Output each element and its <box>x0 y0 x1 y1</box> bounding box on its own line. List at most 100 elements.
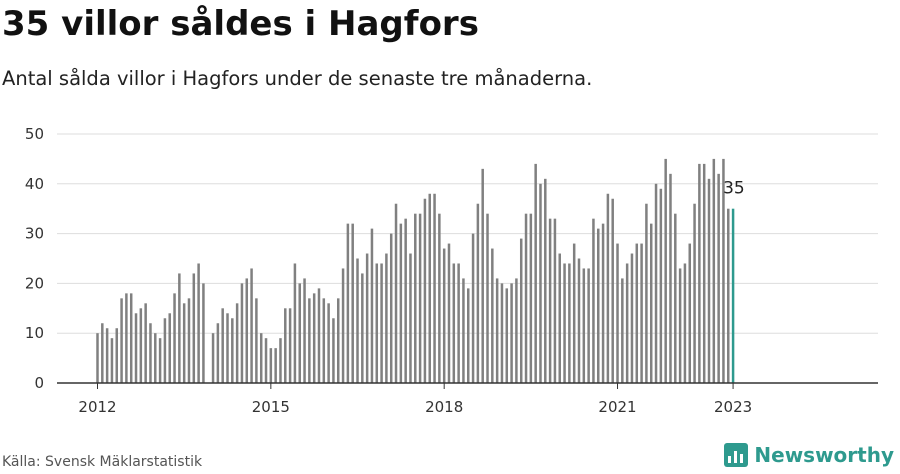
bar <box>370 228 374 383</box>
bar <box>105 328 109 383</box>
bar <box>158 338 162 383</box>
bar <box>534 163 537 383</box>
bar <box>529 213 533 383</box>
bar <box>698 163 701 383</box>
bar <box>442 248 446 383</box>
bar <box>640 243 643 383</box>
bar <box>678 268 682 383</box>
bar <box>284 308 287 383</box>
bar <box>471 233 475 383</box>
bar <box>274 348 277 383</box>
bar <box>178 273 181 383</box>
bar <box>385 253 388 383</box>
bar <box>717 173 720 383</box>
bar <box>495 278 499 383</box>
bar <box>399 223 403 383</box>
bar <box>115 328 119 383</box>
bar <box>144 303 147 383</box>
bar <box>649 223 653 383</box>
y-tick-label: 30 <box>25 225 44 243</box>
bar <box>226 313 229 383</box>
bar <box>231 318 234 383</box>
bar <box>568 263 571 383</box>
bar <box>505 288 509 383</box>
y-tick-label: 50 <box>25 125 44 143</box>
y-tick-label: 0 <box>34 374 44 392</box>
bar <box>524 213 528 383</box>
bar <box>211 333 215 383</box>
bar <box>332 318 335 383</box>
bar <box>380 263 383 383</box>
bar <box>221 308 224 383</box>
x-tick-label: 2018 <box>425 398 463 416</box>
bar <box>616 243 619 383</box>
bar <box>375 263 379 383</box>
bar <box>452 263 456 383</box>
bar <box>693 203 696 383</box>
bar <box>101 323 104 383</box>
bar <box>572 243 576 383</box>
bar <box>722 158 725 383</box>
bar <box>553 218 557 383</box>
bar <box>250 268 253 383</box>
bar <box>664 158 667 383</box>
bar <box>476 203 480 383</box>
bar <box>563 263 566 383</box>
bar <box>173 293 176 383</box>
bar <box>645 203 648 383</box>
chart-title: 35 villor såldes i Hagfors <box>2 4 479 44</box>
bar <box>669 173 672 383</box>
bar <box>182 303 186 383</box>
x-tick-label: 2023 <box>714 398 752 416</box>
bar <box>712 158 716 383</box>
bar <box>414 213 417 383</box>
bar <box>129 293 133 383</box>
bar <box>154 333 157 383</box>
bar <box>462 278 465 383</box>
y-tick-label: 40 <box>25 175 44 193</box>
bar <box>308 298 311 383</box>
bar <box>467 288 470 383</box>
brand-name: Newsworthy <box>754 443 894 467</box>
bar <box>298 283 301 383</box>
bar <box>674 213 677 383</box>
bar <box>510 283 513 383</box>
bar <box>606 193 610 383</box>
bar <box>630 253 634 383</box>
bar <box>149 323 152 383</box>
bar <box>727 208 730 383</box>
bar <box>423 198 427 383</box>
bar <box>337 298 340 383</box>
bar <box>544 178 547 383</box>
bar <box>389 233 393 383</box>
bar <box>515 278 518 383</box>
bar <box>654 183 658 383</box>
x-tick-label: 2021 <box>598 398 636 416</box>
bar <box>110 338 114 383</box>
bar <box>245 278 249 383</box>
bar <box>361 273 364 383</box>
bar <box>702 163 706 383</box>
bar <box>351 223 354 383</box>
highlight-value-label: 35 <box>723 179 745 199</box>
bar <box>592 218 595 383</box>
bar <box>125 293 128 383</box>
bar <box>587 268 590 383</box>
bar <box>341 268 345 383</box>
bar <box>433 193 436 383</box>
bar <box>621 278 624 383</box>
bar <box>611 198 614 383</box>
y-tick-label: 10 <box>25 324 44 342</box>
bar <box>192 273 196 383</box>
bar <box>438 213 441 383</box>
bar <box>500 283 504 383</box>
y-tick-label: 20 <box>25 274 44 292</box>
bar <box>168 313 171 383</box>
bar <box>625 263 629 383</box>
bar <box>120 298 123 383</box>
x-tick-label: 2015 <box>252 398 290 416</box>
bar <box>688 243 691 383</box>
bar <box>577 258 581 383</box>
bar-chart-icon <box>724 443 749 467</box>
bar <box>264 338 268 383</box>
